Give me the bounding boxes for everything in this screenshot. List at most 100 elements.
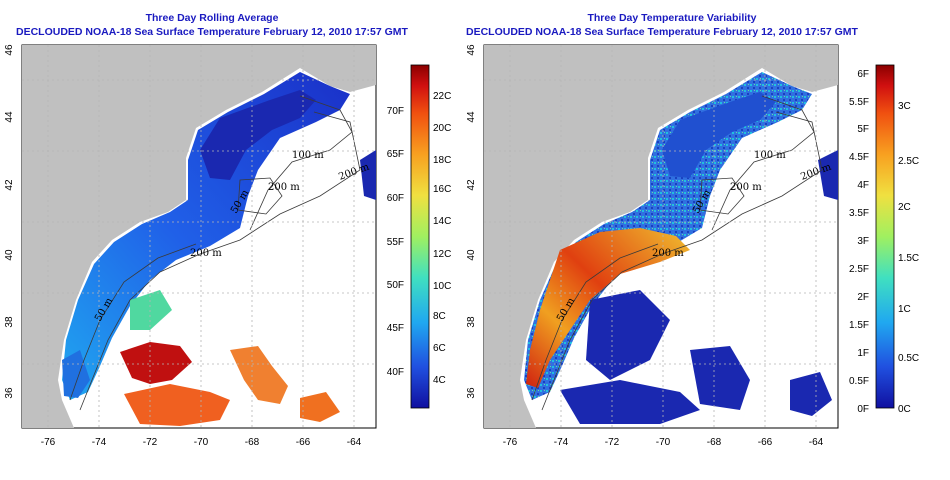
colorbar-c-label: 16C	[433, 184, 451, 195]
x-tick-label: -72	[143, 437, 158, 448]
colorbar: 70F 65F 60F 55F 50F 45F 40F 22C 20C 18C …	[387, 64, 451, 409]
colorbar-f-label: 3.5F	[849, 208, 869, 219]
x-tick-label: -76	[41, 437, 56, 448]
colorbar-f-label: 1.5F	[849, 320, 869, 331]
y-tick-label: 36	[466, 387, 477, 399]
x-tick-label: -76	[503, 437, 518, 448]
x-tick-label: -70	[194, 437, 209, 448]
panel-title: Three Day Temperature Variability	[587, 12, 756, 24]
gulf-stream-red	[120, 342, 192, 384]
y-tick-label: 36	[4, 387, 15, 399]
land-mass	[484, 45, 838, 428]
colorbar-f-label: 4F	[857, 180, 869, 191]
colorbar-f-label: 0F	[857, 404, 869, 415]
variability-low-ne	[818, 150, 838, 200]
gulf-stream-orange	[124, 384, 230, 426]
variability-gulf-of-maine	[662, 92, 776, 178]
x-tick-label: -72	[605, 437, 620, 448]
x-tick-label: -68	[707, 437, 722, 448]
panel-subtitle: DECLOUDED NOAA-18 Sea Surface Temperatur…	[16, 26, 409, 38]
colorbar-c-label: 2C	[898, 202, 911, 213]
map-area: 100 m 200 m 50 m 200 m 200 m 50 m -76 -7…	[466, 44, 839, 448]
variability-high-band	[526, 228, 690, 388]
colorbar-f-label: 5.5F	[849, 97, 869, 108]
land-mass	[22, 45, 376, 428]
contour-100m	[249, 95, 353, 231]
y-tick-label: 38	[4, 316, 15, 328]
y-tick-label: 46	[4, 44, 15, 56]
colorbar-f-label: 1F	[857, 348, 869, 359]
colorbar-f-label: 6F	[857, 69, 869, 80]
variability-low-far-east	[790, 372, 832, 416]
colorbar-c-label: 10C	[433, 281, 451, 292]
panel-rolling-average: Three Day Rolling Average DECLOUDED NOAA…	[4, 12, 451, 448]
contour-label: 100 m	[292, 150, 324, 161]
colorbar-ramp	[875, 64, 895, 409]
contour-label: 200 m	[652, 248, 684, 259]
colorbar-c-label: 12C	[433, 249, 451, 260]
contour-label: 200 m	[190, 248, 222, 259]
colorbar-f-label: 70F	[387, 106, 404, 117]
colorbar-c-label: 6C	[433, 343, 446, 354]
contour-50m	[237, 177, 283, 215]
colorbar-f-label: 5F	[857, 124, 869, 135]
colorbar-c-label: 0C	[898, 404, 911, 415]
colorbar-c-label: 1.5C	[898, 253, 919, 264]
colorbar-c-label: 3C	[898, 101, 911, 112]
colorbar-f-label: 55F	[387, 237, 404, 248]
y-tick-label: 46	[466, 44, 477, 56]
colorbar: 6F 5.5F 5F 4.5F 4F 3.5F 3F 2.5F 2F 1.5F …	[849, 64, 919, 415]
contour-100m	[711, 95, 815, 231]
colorbar-ramp	[410, 64, 430, 409]
colorbar-c-label: 22C	[433, 91, 451, 102]
colorbar-f-label: 4.5F	[849, 152, 869, 163]
y-tick-label: 40	[466, 249, 477, 261]
y-tick-label: 44	[4, 111, 15, 123]
panel-title: Three Day Rolling Average	[146, 12, 279, 24]
eddy-orange-east	[300, 392, 340, 422]
y-tick-label: 40	[4, 249, 15, 261]
graticule	[484, 45, 838, 428]
x-tick-label: -74	[92, 437, 107, 448]
shelf-water	[62, 72, 350, 400]
colorbar-c-label: 2.5C	[898, 156, 919, 167]
x-tick-label: -64	[347, 437, 362, 448]
variability-low-east	[690, 346, 750, 410]
contour-shelf	[531, 243, 659, 401]
colorbar-f-label: 40F	[387, 367, 404, 378]
x-tick-label: -68	[245, 437, 260, 448]
far-east-blue	[360, 150, 376, 200]
variability-low-south	[560, 380, 700, 424]
deep-shelf-blue	[200, 90, 316, 180]
map-area: 100 m 200 m 50 m 200 m 200 m 50 m -76 -7…	[4, 44, 377, 448]
contour-200m	[541, 111, 823, 411]
colorbar-f-label: 50F	[387, 280, 404, 291]
contour-shelf	[69, 243, 197, 401]
colorbar-f-label: 3F	[857, 236, 869, 247]
x-tick-label: -66	[758, 437, 773, 448]
x-tick-label: -64	[809, 437, 824, 448]
x-tick-label: -74	[554, 437, 569, 448]
colorbar-f-label: 0.5F	[849, 376, 869, 387]
y-axis: 36 38 40 42 44 46	[4, 44, 15, 399]
contour-label: 200 m	[268, 182, 300, 193]
eddy-orange	[230, 346, 288, 404]
x-tick-label: -70	[656, 437, 671, 448]
colorbar-f-label: 65F	[387, 149, 404, 160]
variability-low-offshore	[586, 290, 670, 380]
colorbar-f-label: 2F	[857, 292, 869, 303]
contour-200m	[79, 111, 361, 411]
colorbar-c-label: 14C	[433, 216, 451, 227]
y-tick-label: 44	[466, 111, 477, 123]
y-tick-label: 42	[4, 179, 15, 191]
graticule	[22, 45, 376, 428]
colorbar-c-label: 20C	[433, 123, 451, 134]
colorbar-f-label: 2.5F	[849, 264, 869, 275]
colorbar-c-label: 8C	[433, 311, 446, 322]
x-tick-label: -66	[296, 437, 311, 448]
panel-temperature-variability: Three Day Temperature Variability DECLOU…	[466, 12, 919, 448]
colorbar-c-label: 18C	[433, 155, 451, 166]
x-axis: -76 -74 -72 -70 -68 -66 -64	[41, 437, 362, 448]
y-tick-label: 38	[466, 316, 477, 328]
